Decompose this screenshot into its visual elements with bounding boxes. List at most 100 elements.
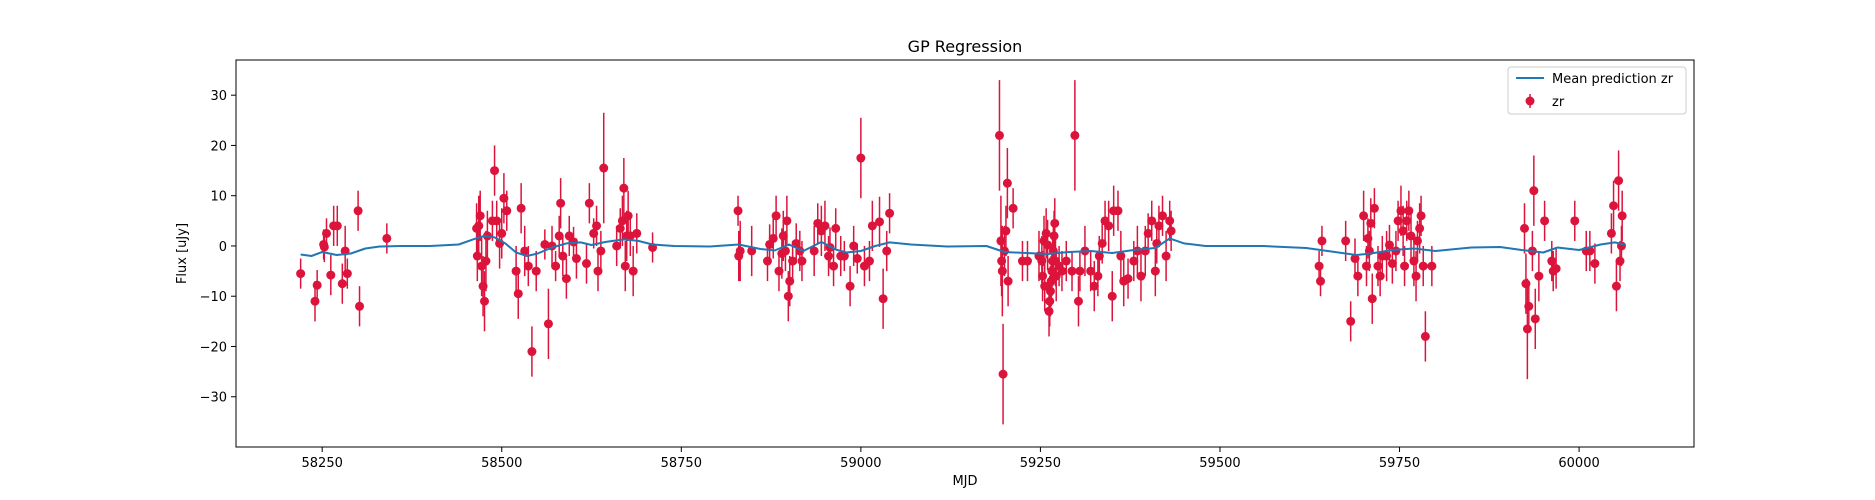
data-point: [1400, 245, 1410, 287]
point-marker: [1398, 226, 1408, 236]
point-marker: [782, 216, 792, 226]
point-marker: [1346, 316, 1356, 326]
data-point: [875, 196, 885, 247]
point-marker: [849, 241, 859, 251]
data-point: [596, 230, 606, 272]
point-marker: [1412, 236, 1422, 246]
point-marker: [540, 239, 550, 249]
point-marker: [1606, 228, 1616, 238]
data-point: [527, 326, 537, 377]
point-marker: [878, 294, 888, 304]
data-point: [540, 229, 550, 260]
point-marker: [1061, 256, 1071, 266]
point-marker: [497, 228, 507, 238]
point-marker: [1551, 264, 1561, 274]
data-point: [1129, 240, 1139, 282]
x-axis-label: MJD: [952, 474, 977, 489]
point-marker: [1415, 223, 1425, 233]
data-point: [1150, 245, 1160, 297]
data-point: [1158, 195, 1168, 236]
point-marker: [490, 166, 500, 176]
data-point: [1001, 205, 1011, 257]
data-point: [1107, 271, 1117, 322]
point-marker: [1093, 271, 1103, 281]
point-marker: [1002, 178, 1012, 188]
data-point: [1041, 208, 1051, 259]
data-point: [312, 270, 322, 301]
data-point: [513, 268, 523, 319]
point-marker: [632, 228, 642, 238]
y-tick-label: 0: [219, 240, 227, 255]
point-marker: [1314, 261, 1324, 271]
point-marker: [1008, 203, 1018, 213]
point-marker: [1022, 256, 1032, 266]
point-marker: [1317, 236, 1327, 246]
data-point: [472, 230, 482, 282]
point-marker: [511, 266, 521, 276]
legend-entry-zr: zr: [1552, 95, 1565, 110]
data-point: [1540, 200, 1550, 241]
data-point: [1411, 250, 1421, 302]
data-point: [1070, 80, 1080, 191]
point-marker: [747, 246, 757, 256]
data-point: [1398, 205, 1408, 257]
data-point: [531, 250, 541, 292]
data-point: [1353, 256, 1363, 297]
data-point: [878, 268, 888, 329]
data-point: [558, 235, 568, 277]
point-marker: [296, 269, 306, 279]
x-tick-label: 59250: [1020, 456, 1061, 471]
point-marker: [1404, 206, 1414, 216]
point-marker: [561, 274, 571, 284]
point-marker: [623, 211, 633, 221]
point-marker: [867, 221, 877, 231]
x-tick-label: 59750: [1379, 456, 1420, 471]
point-marker: [475, 211, 485, 221]
data-point: [1097, 223, 1107, 264]
point-marker: [523, 261, 533, 271]
y-tick-label: 10: [210, 190, 227, 205]
point-marker: [1534, 271, 1544, 281]
point-marker: [1530, 314, 1540, 324]
data-point: [564, 215, 574, 257]
point-marker: [783, 291, 793, 301]
point-marker: [735, 246, 745, 256]
data-point: [516, 183, 526, 234]
point-marker: [1147, 216, 1157, 226]
data-point: [831, 208, 841, 249]
point-marker: [531, 266, 541, 276]
point-marker: [513, 289, 523, 299]
point-marker: [353, 206, 363, 216]
data-point: [1551, 248, 1561, 289]
data-point: [1529, 155, 1539, 226]
data-point: [747, 225, 757, 277]
point-marker: [1043, 240, 1053, 250]
data-point: [882, 230, 892, 272]
data-point: [845, 266, 855, 307]
data-point: [1614, 150, 1624, 211]
point-marker: [326, 270, 336, 280]
data-point: [1123, 258, 1133, 299]
x-tick-label: 59500: [1199, 456, 1240, 471]
data-point: [867, 200, 877, 251]
point-marker: [355, 301, 365, 311]
point-marker: [839, 251, 849, 261]
data-point: [1093, 256, 1103, 297]
point-marker: [1041, 228, 1051, 238]
data-point: [1369, 188, 1379, 229]
point-marker: [1089, 281, 1099, 291]
data-point: [1057, 250, 1067, 292]
data-point: [1416, 195, 1426, 236]
data-point: [551, 250, 561, 282]
mean-prediction-line: [300, 234, 1627, 257]
y-tick-label: −30: [200, 391, 227, 406]
data-point: [1147, 200, 1157, 241]
data-point: [998, 323, 1008, 425]
point-marker: [1073, 296, 1083, 306]
point-marker: [1427, 261, 1437, 271]
point-marker: [1075, 266, 1085, 276]
x-tick-label: 58250: [302, 456, 343, 471]
point-marker: [382, 233, 392, 243]
point-marker: [1359, 211, 1369, 221]
point-marker: [1129, 256, 1139, 266]
